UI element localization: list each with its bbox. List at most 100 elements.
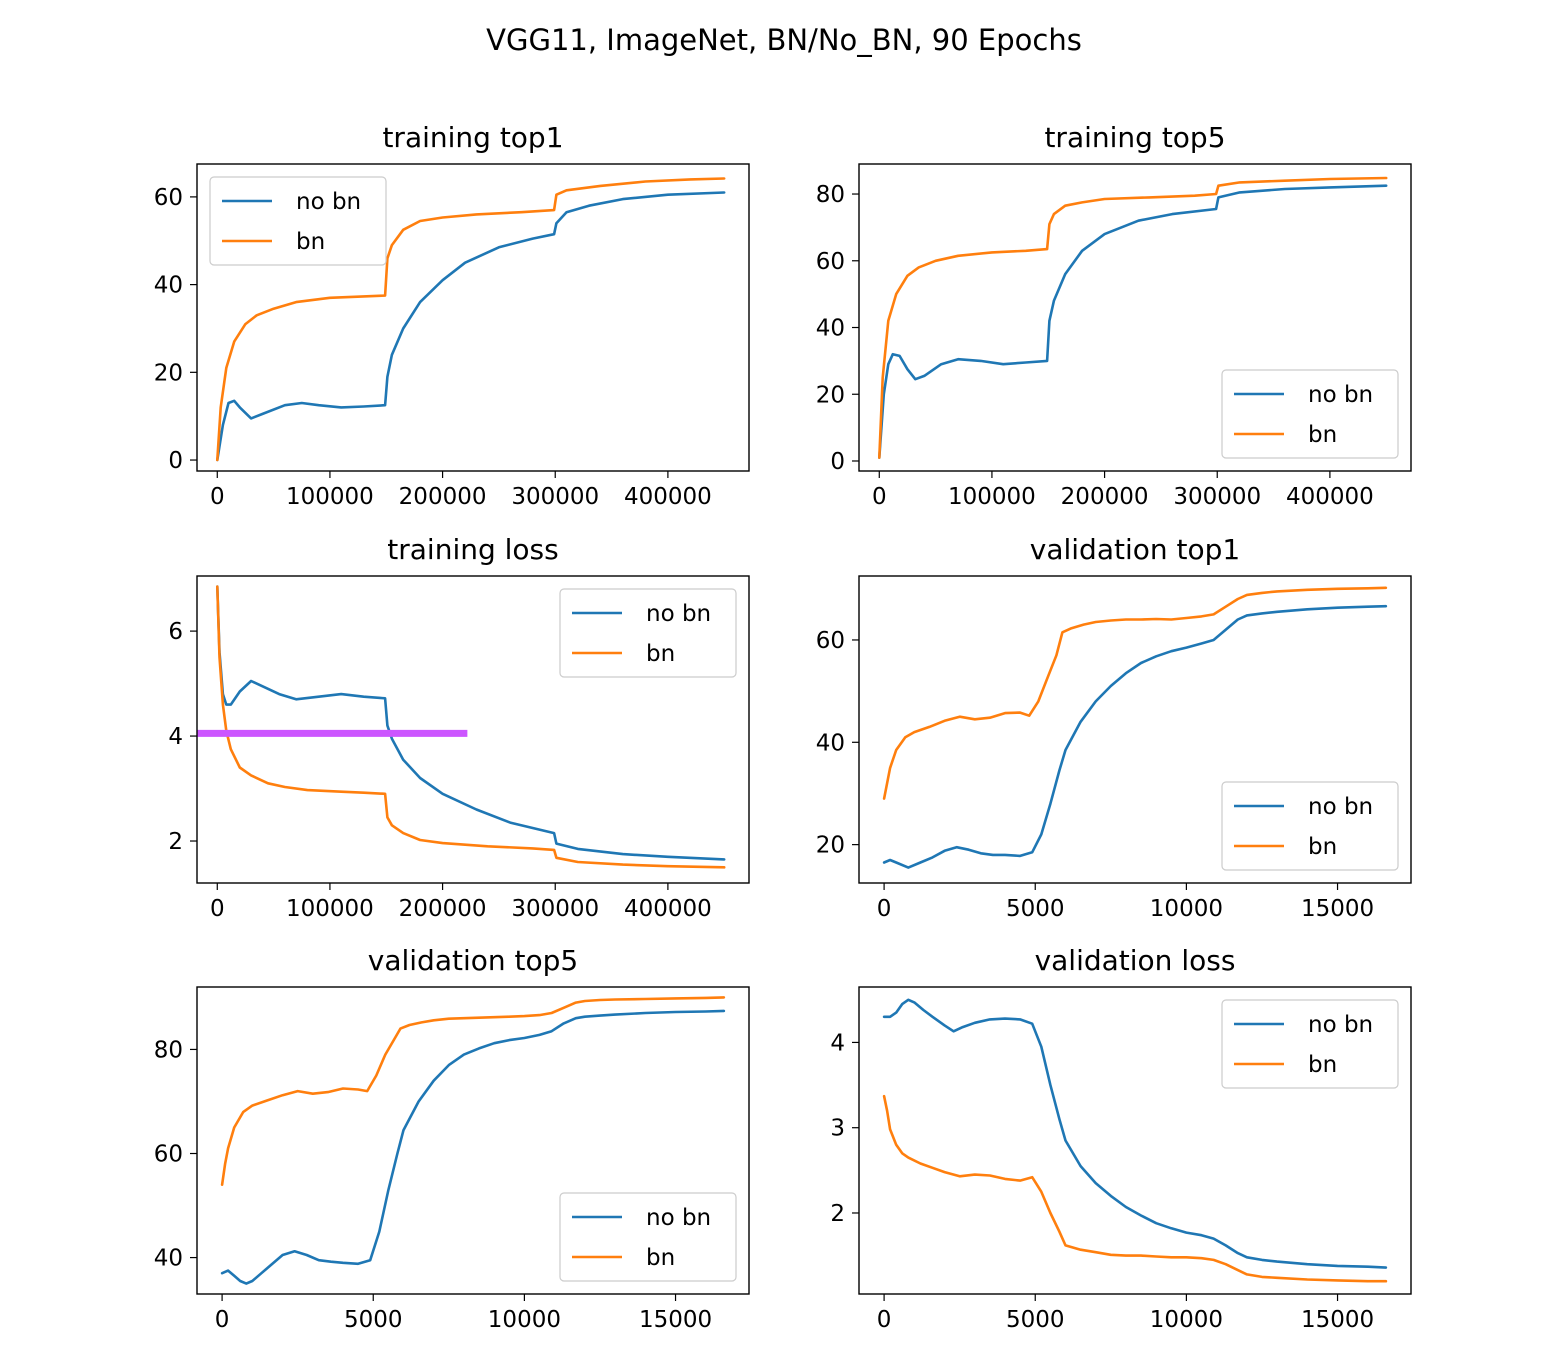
validation-top5-axes-frame [196,986,750,1295]
training-loss-xtick-label: 0 [210,896,225,922]
training-top1-legend-label: bn [296,229,325,255]
validation-top1-legend-label: bn [1308,834,1337,860]
training-top1-legend: no bn bn [209,176,387,266]
validation-loss-axes-frame [858,986,1412,1295]
training-loss-ytick-label: 2 [168,829,183,855]
training-top5-ytick-label: 80 [816,182,845,208]
validation-top5-ytick-label: 60 [154,1142,183,1168]
validation-loss-ytick-label: 3 [830,1116,845,1142]
validation-loss-legend-label: no bn [1308,1012,1373,1038]
training-loss-panel: training loss 0 100000 200000 300000 400000 2 4… [168,533,750,922]
validation-top5-xtick-label: 15000 [639,1307,712,1333]
validation-loss-legend-box [1221,999,1399,1089]
validation-top1-ytick-label: 40 [816,730,845,756]
training-top1-ytick-label: 60 [154,185,183,211]
validation-top5-xtick-label: 10000 [488,1307,561,1333]
training-loss-ytick-label: 6 [168,619,183,645]
figure-title: VGG11, ImageNet, BN/No_BN, 90 Epochs [486,23,1082,57]
validation-top1-xtick-label: 10000 [1150,896,1223,922]
validation-top1-ytick-label: 60 [816,628,845,654]
validation-loss-ytick-label: 2 [830,1201,845,1227]
training-top1-panel: training top1 0 100000 200000 300000 400000 0 2… [154,121,750,510]
validation-loss-xtick-label: 10000 [1150,1307,1223,1333]
training-top1-xtick-label: 400000 [624,484,712,510]
validation-top1-legend-label: no bn [1308,794,1373,820]
validation-top5-legend-box [559,1192,737,1282]
training-top5-ytick-label: 40 [816,316,845,342]
validation-top1-series-no-bn [882,604,1388,869]
training-top1-series-no-bn [216,191,726,462]
training-loss-xtick-label: 400000 [624,896,712,922]
training-top1-xtick-label: 0 [210,484,225,510]
validation-top5-panel: validation top5 0 5000 10000 15000 40 60 80 no b… [154,944,750,1333]
training-top5-xtick-label: 300000 [1173,484,1261,510]
training-top1-axes-frame [196,163,750,472]
validation-top1-ytick-label: 20 [816,833,845,859]
validation-top5-xtick-label: 0 [215,1307,230,1333]
training-top1-plot-area [216,177,726,462]
validation-top5-plot-area [220,996,726,1285]
training-top1-xtick-label: 300000 [511,484,599,510]
validation-top1-title: validation top1 [1030,533,1240,566]
training-loss-series-no-bn [216,585,726,861]
validation-loss-legend-label: bn [1308,1052,1337,1078]
training-loss-legend-label: no bn [646,601,711,627]
validation-top1-panel: validation top1 0 5000 10000 15000 20 40 60 no b… [816,533,1412,922]
training-loss-axes-frame [196,575,750,884]
training-top5-legend: no bn bn [1221,369,1399,459]
validation-loss-series-no-bn [882,998,1388,1269]
training-top5-series-no-bn [877,184,1388,460]
validation-loss-series-bn [882,1094,1388,1283]
training-loss-xtick-label: 300000 [511,896,599,922]
validation-loss-title: validation loss [1035,944,1236,977]
validation-loss-legend: no bn bn [1221,999,1399,1089]
training-top5-xtick-label: 0 [872,484,887,510]
training-top5-plot-area [877,176,1388,460]
validation-top1-xtick-label: 5000 [1006,896,1065,922]
validation-loss-panel: validation loss 0 5000 10000 15000 2 3 4 no bn bn [830,944,1412,1333]
validation-top5-legend-label: bn [646,1245,675,1271]
training-top1-title: training top1 [382,121,563,154]
validation-loss-xtick-label: 15000 [1301,1307,1374,1333]
validation-top5-title: validation top5 [368,944,578,977]
training-top5-xtick-label: 100000 [948,484,1036,510]
validation-top5-ytick-label: 80 [154,1037,183,1063]
training-loss-xtick-label: 100000 [286,896,374,922]
validation-top5-xtick-label: 5000 [344,1307,403,1333]
training-top5-ytick-label: 60 [816,249,845,275]
training-top1-xtick-label: 100000 [286,484,374,510]
training-loss-xtick-label: 200000 [399,896,487,922]
validation-loss-xtick-label: 5000 [1006,1307,1065,1333]
training-loss-ytick-label: 4 [168,724,183,750]
validation-loss-xtick-label: 0 [877,1307,892,1333]
validation-top1-series-bn [882,586,1388,800]
training-top1-series-bn [216,177,726,462]
validation-loss-ytick-label: 4 [830,1030,845,1056]
training-top5-axes-frame [858,163,1412,472]
validation-top1-axes-frame [858,575,1412,884]
training-top5-panel: training top5 0 100000 200000 300000 400000 0 2… [816,121,1412,510]
training-top5-ytick-label: 0 [830,449,845,475]
training-top1-ytick-label: 0 [168,448,183,474]
training-loss-series-bn [216,585,726,869]
training-top1-xtick-label: 200000 [399,484,487,510]
validation-top5-series-bn [220,996,726,1186]
training-top1-ytick-label: 40 [154,273,183,299]
training-top1-ytick-label: 20 [154,360,183,386]
training-top1-legend-label: no bn [296,189,361,215]
validation-top1-legend: no bn bn [1221,781,1399,871]
validation-top5-ytick-label: 40 [154,1246,183,1272]
validation-top1-xtick-label: 15000 [1301,896,1374,922]
validation-top5-legend-label: no bn [646,1205,711,1231]
training-loss-legend-label: bn [646,641,675,667]
training-top5-series-bn [877,176,1388,460]
validation-loss-plot-area [882,998,1388,1283]
training-top5-xtick-label: 200000 [1061,484,1149,510]
training-top5-xtick-label: 400000 [1286,484,1374,510]
validation-top1-xtick-label: 0 [877,896,892,922]
validation-top5-legend: no bn bn [559,1192,737,1282]
validation-top1-legend-box [1221,781,1399,871]
training-top5-title: training top5 [1044,121,1225,154]
